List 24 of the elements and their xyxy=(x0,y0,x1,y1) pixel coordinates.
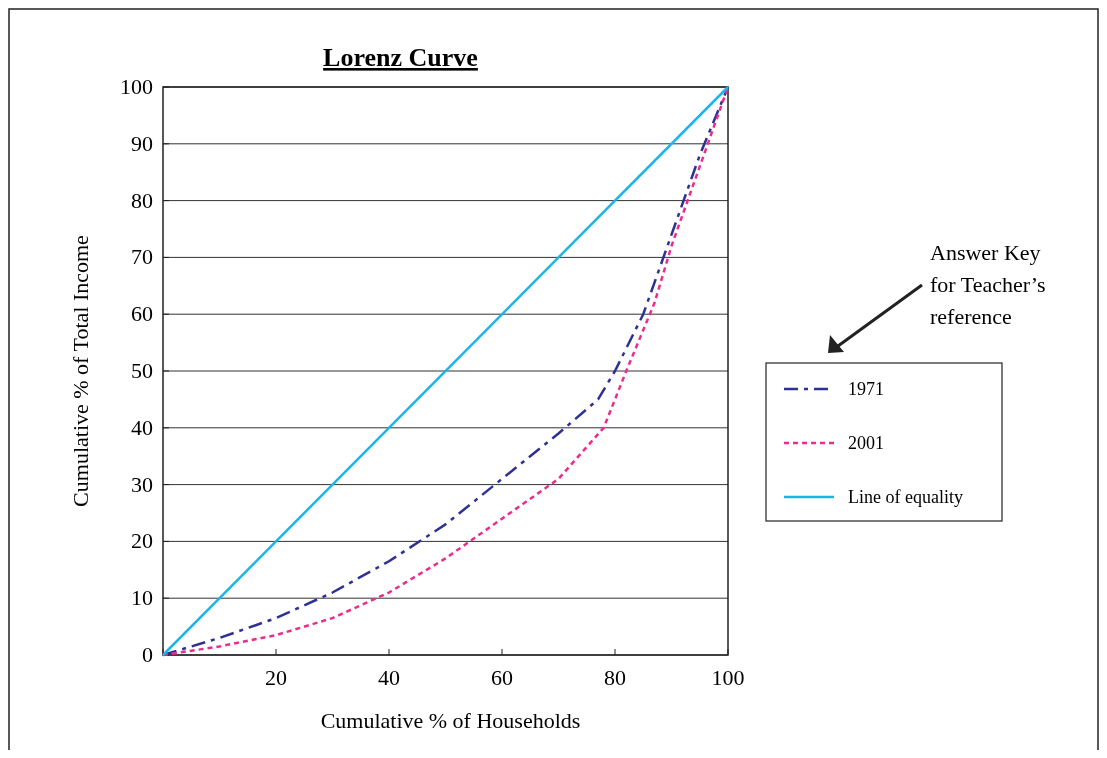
y-axis-title: Cumulative % of Total Income xyxy=(68,235,93,507)
text: Answer Key for Teacher’s reference xyxy=(930,240,1046,329)
y-tick-label: 70 xyxy=(131,244,153,270)
y-tick-label: 90 xyxy=(131,130,153,156)
y-tick-label: 0 xyxy=(142,642,153,667)
y-tick-label: 20 xyxy=(131,528,153,554)
legend-label: 1971 xyxy=(848,379,884,399)
y-tick-label: 30 xyxy=(131,471,153,497)
y-tick-label: 50 xyxy=(131,358,153,383)
x-axis-title: Cumulative % of Households xyxy=(320,708,581,733)
x-tick-label: 20 xyxy=(265,665,287,690)
y-tick-label: 100 xyxy=(120,74,153,99)
line-series xyxy=(161,85,730,657)
y-tick-label: 80 xyxy=(131,187,153,213)
chart-title: Lorenz Curve xyxy=(323,43,478,72)
legend-label: 2001 xyxy=(848,433,884,453)
y-tick-label: 10 xyxy=(131,585,153,611)
legend-label: Line of equality xyxy=(848,487,963,507)
y-tick-label: 60 xyxy=(131,301,153,327)
x-tick-label: 60 xyxy=(491,665,513,690)
x-tick-label: 80 xyxy=(604,665,626,690)
y-tick-label: 40 xyxy=(131,414,153,440)
x-tick-label: 40 xyxy=(378,665,400,690)
x-tick-label: 100 xyxy=(711,665,745,690)
